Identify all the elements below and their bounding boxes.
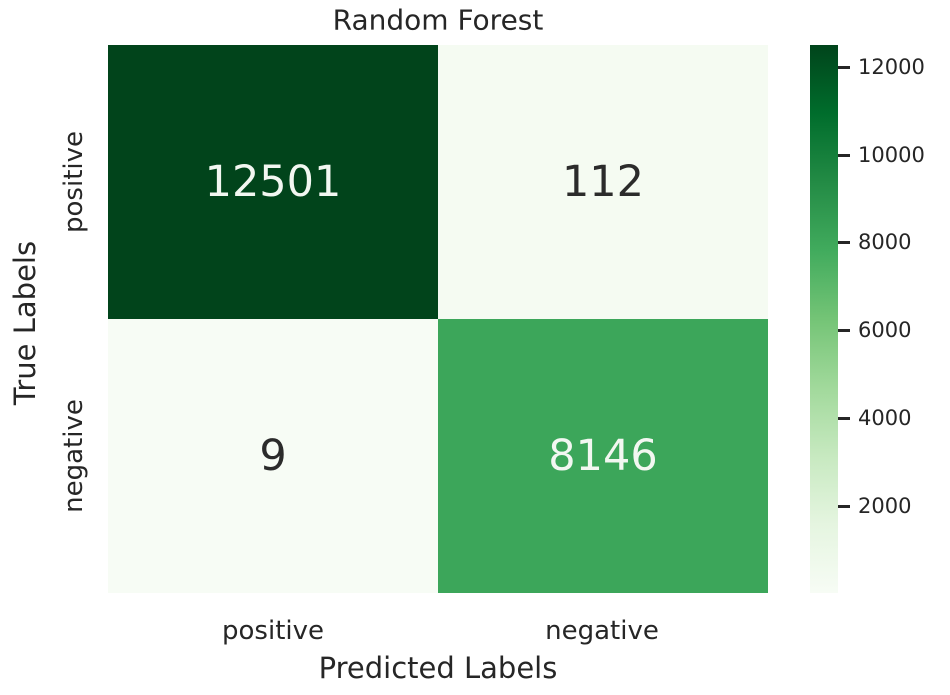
colorbar-tick-mark <box>838 329 850 332</box>
colorbar-tick-label: 4000 <box>858 406 912 430</box>
colorbar-tick-mark <box>838 505 850 508</box>
colorbar-tick-label: 6000 <box>858 318 912 342</box>
heatmap-cell-false-positive: 9 <box>108 319 438 593</box>
cell-annotation: 9 <box>259 430 287 481</box>
heatmap-cell-true-positive: 12501 <box>108 45 438 319</box>
colorbar-tick-label: 2000 <box>858 494 912 518</box>
y-tick-negative: negative <box>59 399 89 513</box>
chart-title: Random Forest <box>332 3 544 37</box>
cell-annotation: 12501 <box>204 156 342 207</box>
colorbar-tick-mark <box>838 241 850 244</box>
y-tick-positive: positive <box>59 131 89 233</box>
x-tick-negative: negative <box>545 616 659 646</box>
x-axis-label: Predicted Labels <box>318 651 558 685</box>
colorbar-tick-mark <box>838 417 850 420</box>
x-tick-positive: positive <box>222 616 324 646</box>
heatmap-cell-true-negative: 8146 <box>438 319 768 593</box>
colorbar-tick-label: 8000 <box>858 230 912 254</box>
cell-annotation: 112 <box>561 156 645 207</box>
y-axis-label: True Labels <box>8 240 42 406</box>
heatmap: 12501 112 9 8146 <box>108 45 768 593</box>
colorbar-tick-mark <box>838 154 850 157</box>
cell-annotation: 8146 <box>548 430 658 481</box>
colorbar-tick-mark <box>838 66 850 69</box>
colorbar-gradient <box>810 45 838 593</box>
colorbar-tick-label: 12000 <box>858 55 925 79</box>
colorbar: 12000 10000 8000 6000 4000 2000 <box>810 45 950 593</box>
heatmap-cell-false-negative: 112 <box>438 45 768 319</box>
colorbar-tick-label: 10000 <box>858 143 925 167</box>
